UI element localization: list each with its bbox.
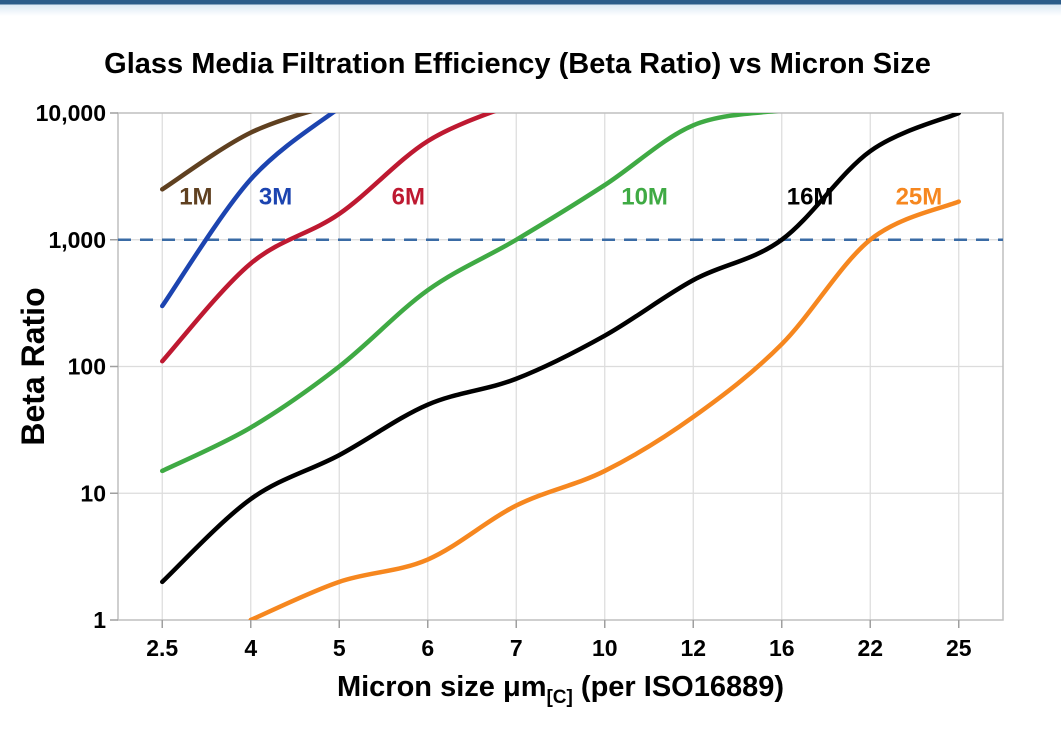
y-tick-label: 10,000	[36, 100, 106, 126]
y-tick-label: 1	[93, 607, 106, 633]
x-tick-label: 22	[857, 635, 883, 661]
series-label-25M: 25M	[896, 183, 943, 210]
series-line-10M	[160, 113, 779, 474]
x-tick-label: 12	[680, 635, 706, 661]
x-tick-label: 10	[592, 635, 618, 661]
y-tick-label: 100	[68, 354, 106, 380]
x-tick-label: 2.5	[146, 635, 178, 661]
chart-title: Glass Media Filtration Efficiency (Beta …	[104, 48, 931, 80]
series-label-1M: 1M	[179, 183, 212, 210]
series-line-1M	[160, 113, 313, 192]
series-line-6M	[160, 113, 496, 364]
series-label-3M: 3M	[259, 183, 292, 210]
x-tick-label: 25	[946, 635, 972, 661]
x-tick-label: 4	[244, 635, 257, 661]
series-line-3M	[160, 113, 337, 309]
x-axis-title: Micron size μm[C] (per ISO16889)	[337, 671, 784, 708]
x-tick-label: 5	[333, 635, 346, 661]
series-label-6M: 6M	[392, 183, 425, 210]
series-label-16M: 16M	[787, 183, 834, 210]
top-accent-bar	[0, 0, 1061, 18]
x-tick-label: 6	[421, 635, 434, 661]
y-tick-label: 10	[80, 480, 106, 506]
series-label-10M: 10M	[621, 183, 668, 210]
series-line-25M	[248, 199, 961, 620]
series-line-16M	[160, 113, 961, 585]
series-group	[160, 113, 961, 620]
y-tick-label: 1,000	[48, 227, 106, 253]
x-tick-label: 16	[769, 635, 795, 661]
y-axis-title: Beta Ratio	[15, 287, 51, 445]
x-tick-label: 7	[510, 635, 523, 661]
